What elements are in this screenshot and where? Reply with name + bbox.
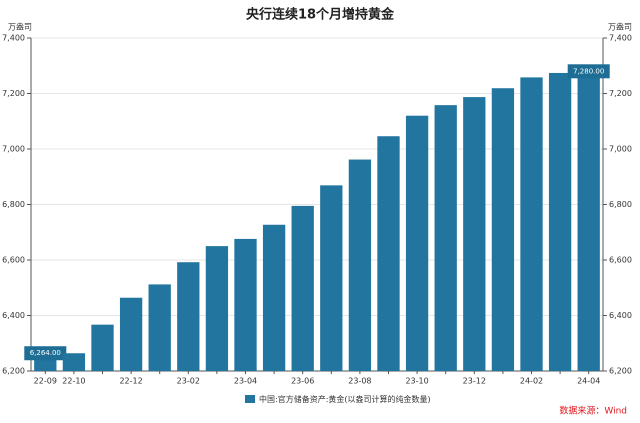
x-tick-label: 22-09 bbox=[34, 377, 57, 386]
x-tick-label: 24-02 bbox=[520, 377, 543, 386]
y-tick-label: 6,400 bbox=[2, 311, 25, 320]
bar bbox=[262, 224, 286, 371]
y-tick-label: 6,600 bbox=[2, 256, 25, 265]
y2-tick-label: 6,400 bbox=[609, 311, 632, 320]
bar bbox=[463, 97, 486, 372]
y-tick-label: 7,000 bbox=[2, 145, 25, 154]
value-label-box bbox=[24, 346, 67, 361]
bar bbox=[62, 353, 86, 371]
x-tick-label: 23-02 bbox=[177, 377, 200, 386]
bar bbox=[491, 88, 515, 371]
y2-tick-label: 7,000 bbox=[609, 145, 632, 154]
bar bbox=[434, 105, 457, 371]
value-label: 6,264.00 bbox=[30, 349, 61, 357]
bar bbox=[377, 136, 400, 371]
x-tick-label: 22-12 bbox=[119, 377, 142, 386]
y2-tick-label: 6,600 bbox=[609, 256, 632, 265]
value-label: 7,280.00 bbox=[573, 67, 604, 75]
bar bbox=[520, 77, 543, 371]
x-tick-label: 23-08 bbox=[348, 377, 371, 386]
legend-label: 中国:官方储备资产:黄金(以盎司计算的纯金数量) bbox=[259, 394, 431, 404]
y2-tick-label: 7,400 bbox=[609, 34, 632, 43]
bar bbox=[291, 205, 314, 371]
x-tick-label: 23-10 bbox=[405, 377, 428, 386]
x-tick-label: 23-12 bbox=[463, 377, 486, 386]
x-tick-label: 24-04 bbox=[577, 377, 600, 386]
bar bbox=[177, 262, 200, 371]
x-tick-label: 23-04 bbox=[234, 377, 257, 386]
y-tick-label: 6,200 bbox=[2, 367, 25, 376]
bar bbox=[205, 246, 229, 371]
y2-tick-label: 6,200 bbox=[609, 367, 632, 376]
x-tick-label: 22-10 bbox=[62, 377, 85, 386]
bar bbox=[348, 159, 372, 371]
y-tick-label: 7,200 bbox=[2, 89, 25, 98]
y-unit: 万盎司 bbox=[8, 22, 32, 32]
bar bbox=[577, 71, 600, 372]
bar bbox=[548, 72, 572, 371]
y2-unit: 万盎司 bbox=[608, 22, 632, 32]
chart-title: 央行连续18个月增持黄金 bbox=[246, 7, 395, 23]
bar bbox=[320, 185, 343, 371]
source: 数据来源：Wind bbox=[559, 405, 627, 417]
legend-swatch bbox=[245, 395, 255, 403]
y2-tick-label: 7,200 bbox=[609, 89, 632, 98]
value-label-box bbox=[567, 64, 610, 79]
bar bbox=[405, 115, 429, 371]
bar bbox=[234, 238, 257, 371]
bar bbox=[91, 324, 114, 371]
y2-tick-label: 6,800 bbox=[609, 200, 632, 209]
y-tick-label: 6,800 bbox=[2, 200, 25, 209]
y-tick-label: 7,400 bbox=[2, 34, 25, 43]
bar bbox=[148, 284, 171, 371]
x-tick-label: 23-06 bbox=[291, 377, 314, 386]
bar bbox=[119, 297, 143, 371]
